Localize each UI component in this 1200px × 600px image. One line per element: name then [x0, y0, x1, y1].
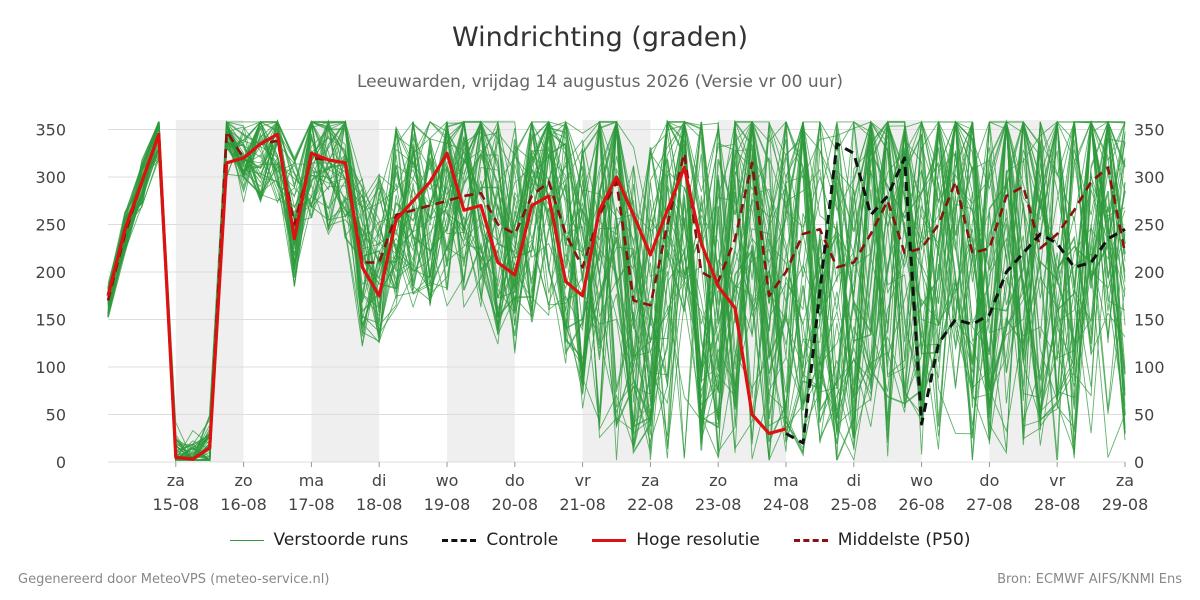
- y-tick-right-350: 350: [1134, 121, 1165, 140]
- y-tick-left-350: 350: [35, 121, 66, 140]
- footer-generated-by: Gegenereerd door MeteoVPS (meteo-service…: [18, 572, 330, 587]
- x-tick-day-6: vr: [575, 471, 591, 490]
- axis-labels: 0 0 50 50 100 100 150 150 200 200 250 250 300 300 350 3…: [35, 121, 1164, 515]
- x-tick-date-6: 21-08: [559, 495, 606, 514]
- legend: Verstoorde runs Controle Hoge resolutie …: [0, 530, 1200, 550]
- ensemble-run-49: [107, 118, 1126, 461]
- legend-item-middelste: Middelste (P50): [793, 530, 971, 550]
- x-tick-day-13: vr: [1049, 471, 1065, 490]
- y-tick-right-0: 0: [1134, 453, 1144, 472]
- main-series: [106, 130, 1127, 461]
- ensemble-run-36: [107, 120, 1126, 462]
- ensemble-run-41: [107, 120, 1126, 461]
- legend-swatch-middelste: [793, 538, 828, 542]
- y-tick-left-300: 300: [35, 168, 66, 187]
- x-tick-date-10: 25-08: [831, 495, 878, 514]
- footer-source: Bron: ECMWF AIFS/KNMI Ens: [997, 572, 1182, 587]
- y-tick-left-0: 0: [56, 453, 66, 472]
- y-tick-left-250: 250: [35, 216, 66, 235]
- legend-label-controle: Controle: [486, 530, 559, 550]
- x-tick-day-3: di: [372, 471, 387, 490]
- x-tick-date-5: 20-08: [492, 495, 539, 514]
- x-tick-day-2: ma: [299, 471, 324, 490]
- x-tick-day-14: za: [1116, 471, 1134, 490]
- legend-item-hoge-resolutie: Hoge resolutie: [592, 530, 760, 550]
- y-tick-left-100: 100: [35, 358, 66, 377]
- x-tick-day-5: do: [505, 471, 525, 490]
- x-tick-day-10: di: [846, 471, 861, 490]
- y-tick-left-50: 50: [46, 406, 66, 425]
- x-tick-date-8: 23-08: [695, 495, 742, 514]
- x-tick-day-7: za: [641, 471, 659, 490]
- ensemble-run-44: [107, 120, 1126, 461]
- series-controle: [785, 142, 1126, 445]
- x-tick-date-4: 19-08: [424, 495, 471, 514]
- y-tick-right-200: 200: [1134, 263, 1165, 282]
- x-tick-day-12: do: [979, 471, 999, 490]
- x-tick-date-7: 22-08: [627, 495, 674, 514]
- y-tick-right-50: 50: [1134, 406, 1154, 425]
- series-hoge-resolutie: [106, 132, 787, 461]
- x-tick-day-1: zo: [235, 471, 253, 490]
- x-tick-date-11: 26-08: [898, 495, 945, 514]
- legend-label-verstoorde-runs: Verstoorde runs: [273, 530, 409, 550]
- x-tick-date-14: 29-08: [1102, 495, 1149, 514]
- x-tick-date-2: 17-08: [288, 495, 335, 514]
- legend-item-verstoorde-runs: Verstoorde runs: [229, 530, 409, 550]
- y-tick-right-300: 300: [1134, 168, 1165, 187]
- y-tick-right-150: 150: [1134, 311, 1165, 330]
- ensemble-run-30: [107, 120, 1126, 461]
- y-tick-left-150: 150: [35, 311, 66, 330]
- y-tick-left-200: 200: [35, 263, 66, 282]
- x-tick-date-12: 27-08: [966, 495, 1013, 514]
- legend-label-hoge-resolutie: Hoge resolutie: [636, 530, 760, 550]
- x-tick-date-3: 18-08: [356, 495, 403, 514]
- x-tick-date-1: 16-08: [220, 495, 267, 514]
- y-tick-right-100: 100: [1134, 358, 1165, 377]
- y-tick-right-250: 250: [1134, 216, 1165, 235]
- x-tick-day-8: zo: [709, 471, 727, 490]
- x-tick-day-11: wo: [910, 471, 933, 490]
- chart-title: Windrichting (graden): [451, 22, 749, 53]
- ensemble-run-5: [107, 120, 1126, 461]
- legend-swatch-controle: [442, 538, 477, 542]
- x-tick-day-4: wo: [436, 471, 459, 490]
- ensemble-run-47: [107, 120, 1126, 461]
- legend-swatch-hoge-resolutie: [592, 538, 627, 542]
- x-tick-day-0: za: [167, 471, 185, 490]
- x-tick-date-0: 15-08: [153, 495, 200, 514]
- x-tick-day-9: ma: [773, 471, 798, 490]
- legend-swatch-verstoorde-runs: [229, 539, 264, 541]
- x-tick-date-9: 24-08: [763, 495, 810, 514]
- chart-subtitle: Leeuwarden, vrijdag 14 augustus 2026 (Ve…: [356, 72, 844, 92]
- legend-label-middelste: Middelste (P50): [837, 530, 971, 550]
- x-tick-date-13: 28-08: [1034, 495, 1081, 514]
- legend-item-controle: Controle: [442, 530, 558, 550]
- ensemble-runs: [107, 118, 1126, 462]
- ensemble-run-46: [107, 121, 1126, 461]
